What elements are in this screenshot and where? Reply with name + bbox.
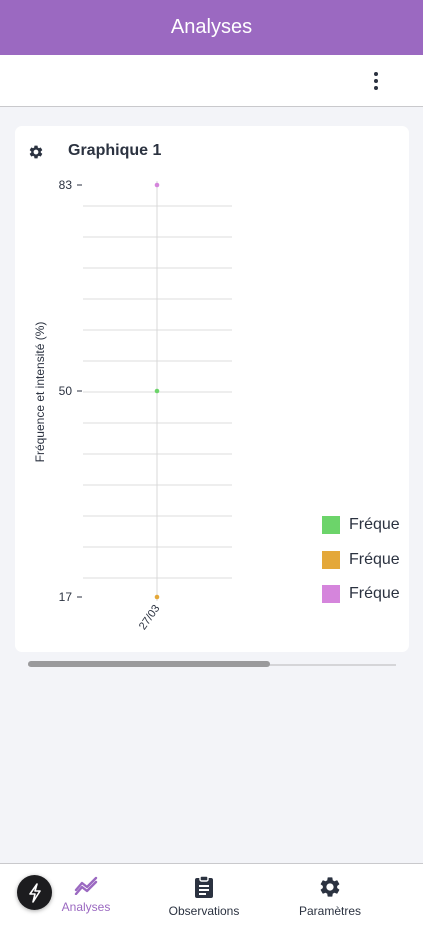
chart-title: Graphique 1 xyxy=(68,142,162,159)
toolbar xyxy=(0,55,423,107)
more-options-icon[interactable] xyxy=(366,69,386,93)
horizontal-scrollbar-thumb[interactable] xyxy=(28,661,270,667)
tab-analyses[interactable]: Analyses xyxy=(56,864,116,925)
x-tick-label: 27/03 xyxy=(137,603,163,632)
legend-swatch xyxy=(322,585,340,603)
y-tick-label: 17 xyxy=(59,590,73,604)
data-points xyxy=(154,182,160,600)
legend-label: Fréque xyxy=(349,516,400,533)
quick-action-button[interactable] xyxy=(17,875,52,910)
legend-item-3[interactable]: Fréque xyxy=(322,585,409,603)
legend-swatch xyxy=(322,551,340,569)
legend-label: Fréque xyxy=(349,585,400,602)
legend-label: Fréque xyxy=(349,551,400,568)
y-tick-label: 50 xyxy=(59,384,73,398)
lightning-icon xyxy=(28,882,41,903)
y-axis-label: Fréquence et intensité (%) xyxy=(33,322,47,463)
legend-swatch xyxy=(322,516,340,534)
tab-label: Observations xyxy=(168,904,240,918)
tab-observations[interactable]: Observations xyxy=(158,864,250,925)
x-axis-ticks: 27/03 xyxy=(137,603,163,632)
tab-label: Analyses xyxy=(61,900,111,914)
gear-icon[interactable] xyxy=(28,144,44,160)
chart-card: Graphique 1 83 50 17 Fréquence et intensit… xyxy=(15,126,409,652)
tab-label: Paramètres xyxy=(298,904,362,918)
app-header: Analyses xyxy=(0,0,423,55)
tab-parametres[interactable]: Paramètres xyxy=(290,864,370,925)
bottom-tab-bar: Analyses Observations Paramètres xyxy=(0,863,423,925)
y-tick-label: 83 xyxy=(59,178,73,192)
data-point-series-2[interactable] xyxy=(154,594,160,600)
legend-item-1[interactable]: Fréque xyxy=(322,516,409,534)
page-title: Analyses xyxy=(170,16,253,38)
data-point-series-3[interactable] xyxy=(154,182,160,188)
gear-icon xyxy=(320,877,340,897)
data-point-series-1[interactable] xyxy=(154,388,160,394)
scatter-chart: 83 50 17 Fréquence et intensité (%) 27/03 xyxy=(33,178,232,632)
clipboard-icon xyxy=(195,875,213,898)
y-axis-ticks: 83 50 17 xyxy=(59,178,82,604)
chart-trend-icon xyxy=(74,876,98,895)
legend-item-2[interactable]: Fréque xyxy=(322,551,409,569)
